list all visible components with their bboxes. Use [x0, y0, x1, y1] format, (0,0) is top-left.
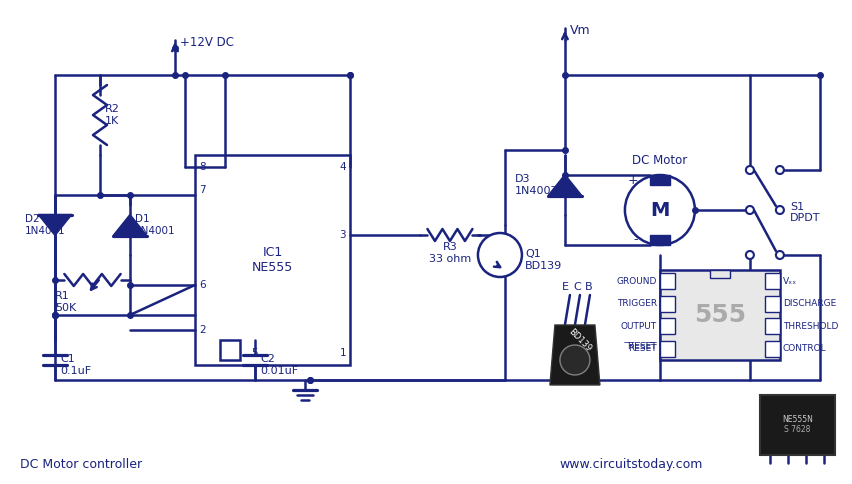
Text: 1: 1 [339, 348, 346, 358]
Text: D3
1N4007: D3 1N4007 [515, 174, 559, 196]
Text: 8: 8 [199, 162, 205, 172]
Text: 6: 6 [199, 280, 205, 290]
Text: Q1
BD139: Q1 BD139 [525, 249, 562, 271]
Bar [220, 340, 240, 360]
Bar [765, 318, 780, 334]
Bar [660, 318, 675, 334]
Text: Vₓₓ: Vₓₓ [783, 277, 797, 286]
Text: R1
50K: R1 50K [55, 291, 76, 313]
Text: 7: 7 [199, 185, 205, 195]
Text: NE555N: NE555N [782, 415, 813, 424]
Bar [765, 296, 780, 312]
Text: 5: 5 [769, 344, 775, 354]
Text: M: M [650, 200, 670, 220]
Circle shape [776, 251, 784, 259]
Text: S1
DPDT: S1 DPDT [790, 202, 820, 223]
Text: 2: 2 [199, 325, 205, 335]
Text: OUTPUT: OUTPUT [621, 322, 657, 331]
Text: 8: 8 [769, 276, 775, 286]
Text: 3: 3 [665, 321, 671, 331]
Text: D2
1N4001: D2 1N4001 [25, 214, 66, 236]
Circle shape [746, 251, 754, 259]
Text: R2
1K: R2 1K [105, 104, 120, 126]
Polygon shape [548, 175, 582, 196]
Polygon shape [113, 214, 147, 236]
Bar [660, 270, 780, 360]
Circle shape [776, 166, 784, 174]
Polygon shape [550, 325, 600, 385]
Bar [760, 395, 835, 455]
Text: BD139: BD139 [567, 327, 593, 353]
Circle shape [625, 175, 695, 245]
Circle shape [776, 206, 784, 214]
Bar [650, 235, 670, 245]
Text: B: B [585, 282, 593, 292]
Text: 6: 6 [769, 321, 775, 331]
Bar [660, 273, 675, 289]
Bar [650, 175, 670, 185]
Circle shape [746, 166, 754, 174]
Text: Vm: Vm [570, 24, 590, 36]
Bar [765, 341, 780, 357]
Bar [660, 341, 675, 357]
Text: S 7628: S 7628 [784, 425, 810, 435]
Circle shape [746, 206, 754, 214]
Text: 555: 555 [694, 303, 746, 327]
Bar [195, 155, 350, 365]
Text: C: C [573, 282, 581, 292]
Circle shape [478, 233, 522, 277]
Text: THRESHOLD: THRESHOLD [783, 322, 838, 331]
Circle shape [560, 345, 590, 375]
Text: 7: 7 [769, 299, 775, 309]
Text: ̅R̅E̅S̅E̅T̅: ̅R̅E̅S̅E̅T̅ [628, 342, 657, 351]
Text: 2: 2 [665, 299, 671, 309]
Text: -: - [633, 233, 638, 246]
Text: +: + [627, 173, 638, 186]
Text: GROUND: GROUND [617, 277, 657, 286]
Text: 4: 4 [665, 344, 671, 354]
Text: DC Motor: DC Motor [632, 153, 688, 166]
Text: RESET: RESET [628, 344, 657, 353]
Text: D1
1N4001: D1 1N4001 [135, 214, 176, 236]
Text: IC1
NE555: IC1 NE555 [252, 246, 293, 274]
Text: +12V DC: +12V DC [180, 35, 234, 48]
Text: CONTROL: CONTROL [783, 344, 826, 353]
Text: E: E [561, 282, 568, 292]
Text: TRIGGER: TRIGGER [617, 299, 657, 308]
Bar [660, 296, 675, 312]
Text: C2
0.01uF: C2 0.01uF [260, 354, 298, 376]
Text: DC Motor controller: DC Motor controller [20, 458, 142, 471]
Text: DISCHARGE: DISCHARGE [783, 299, 836, 308]
Polygon shape [38, 214, 72, 236]
Bar [710, 270, 730, 278]
Text: 3: 3 [339, 230, 346, 240]
Text: 1: 1 [665, 276, 671, 286]
Text: 5: 5 [251, 348, 258, 358]
Text: 4: 4 [339, 162, 346, 172]
Bar [765, 273, 780, 289]
Text: www.circuitstoday.com: www.circuitstoday.com [560, 458, 703, 471]
Text: C1
0.1uF: C1 0.1uF [60, 354, 91, 376]
Text: R3
33 ohm: R3 33 ohm [429, 242, 471, 264]
